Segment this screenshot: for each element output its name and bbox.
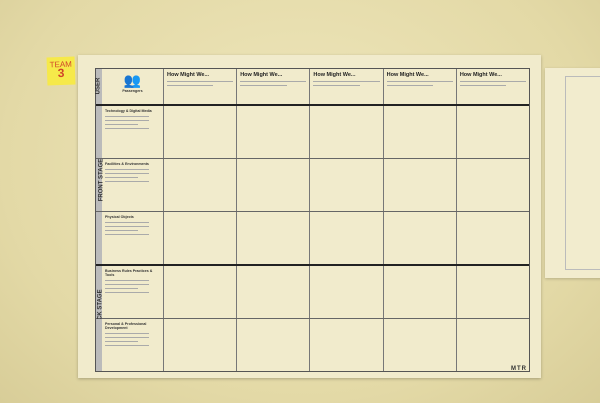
hmw-header: How Might We... [384,69,457,104]
row-label: Personal & Professional Development [102,319,164,371]
row-label-text: Personal & Professional Development [105,322,147,330]
row-label-text: Technology & Digital Media [105,109,152,113]
table-row: Technology & Digital Media [96,106,529,159]
idea-cell[interactable] [310,212,384,264]
idea-cell[interactable] [164,212,238,264]
idea-cell[interactable] [384,212,457,264]
idea-cell[interactable] [237,159,311,211]
idea-cell[interactable] [384,319,457,371]
table-row: FRONT STAGE Facilities & Environments [96,159,529,212]
row-label-text: Facilities & Environments [105,162,149,166]
idea-cell[interactable] [237,212,311,264]
hmw-title: How Might We... [313,72,356,78]
team-sticky-note: TEAM 3 [46,56,76,86]
hmw-header: How Might We... [310,69,384,104]
hmw-header: How Might We... [237,69,311,104]
idea-cell[interactable] [237,106,311,158]
mtr-logo: MTR [511,366,527,372]
table-row: Physical Objects [96,212,529,266]
hmw-title: How Might We... [167,72,210,78]
idea-cell[interactable] [164,106,238,158]
worksheet-grid: USER 👥 Passengers How Might We... How Might … [95,68,530,372]
idea-cell[interactable] [310,266,384,318]
persona-icon: 👥 [123,72,142,88]
hmw-header: How Might We... [164,69,238,104]
hmw-title: How Might We... [386,72,429,78]
header-row: USER 👥 Passengers How Might We... How Might … [95,69,529,106]
idea-cell[interactable] [310,319,384,371]
idea-cell[interactable] [237,319,311,371]
idea-cell[interactable] [384,266,457,318]
row-label-text: Business Rules Practices & Tools [105,269,153,277]
idea-cell[interactable] [164,319,238,371]
hmw-worksheet-poster: USER 👥 Passengers How Might We... How Might … [78,55,541,378]
idea-cell[interactable] [237,266,311,318]
hmw-header: How Might We... [457,69,529,104]
idea-cell[interactable] [457,266,529,318]
idea-cell[interactable] [457,159,529,211]
adjacent-poster [545,68,600,278]
persona-cell: 👥 Passengers [102,69,164,104]
row-label: Facilities & Environments [102,159,164,211]
table-row: Personal & Professional Development [96,319,529,371]
hmw-title: How Might We... [459,72,502,78]
idea-cell[interactable] [457,106,529,158]
row-label-text: Physical Objects [105,215,134,219]
idea-cell[interactable] [384,106,457,158]
idea-cell[interactable] [457,319,529,371]
team-number: 3 [57,65,65,81]
hmw-title: How Might We... [240,72,283,78]
user-label: USER [95,77,102,95]
front-stage-label: FRONT STAGE [98,158,105,202]
row-label: Physical Objects [102,212,164,264]
row-label: Technology & Digital Media [102,106,164,158]
idea-cell[interactable] [384,159,457,211]
idea-cell[interactable] [164,159,238,211]
idea-cell[interactable] [310,159,384,211]
idea-cell[interactable] [164,266,238,318]
persona-name: Passengers [122,89,143,93]
table-row: BACK STAGE Business Rules Practices & Too… [96,266,529,329]
idea-cell[interactable] [457,212,529,264]
idea-cell[interactable] [310,106,384,158]
row-label: Business Rules Practices & Tools [102,266,164,318]
